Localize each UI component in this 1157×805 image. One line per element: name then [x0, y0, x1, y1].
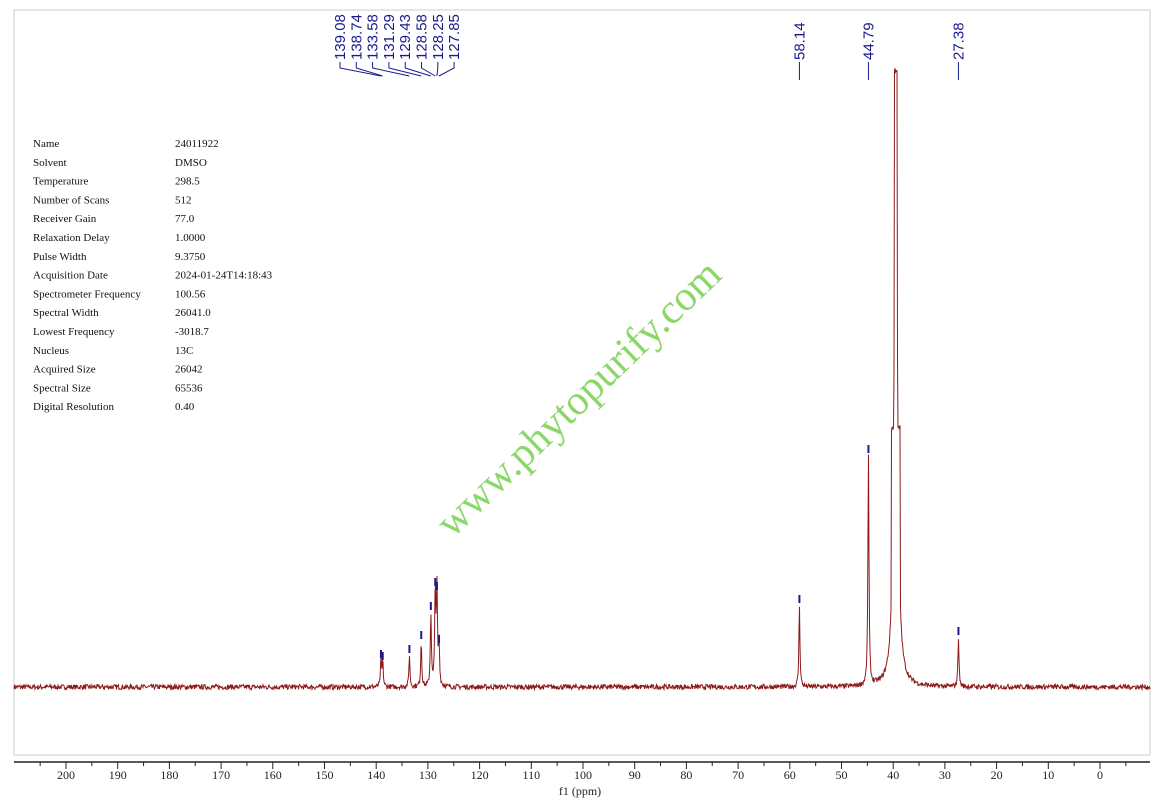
x-tick-label: 140 — [367, 768, 385, 782]
param-value: 65536 — [175, 382, 203, 394]
param-value: 100.56 — [175, 288, 206, 300]
param-name: Relaxation Delay — [33, 232, 110, 244]
label-connector — [372, 62, 410, 77]
x-tick-label: 180 — [160, 768, 178, 782]
x-tick-label: 90 — [629, 768, 641, 782]
param-value: -3018.7 — [175, 326, 209, 338]
param-name: Acquisition Date — [33, 270, 108, 282]
param-value: 2024-01-24T14:18:43 — [175, 270, 273, 282]
x-tick-label: 20 — [991, 768, 1003, 782]
x-tick-label: 130 — [419, 768, 437, 782]
param-value: 9.3750 — [175, 251, 206, 263]
param-name: Spectrometer Frequency — [33, 288, 141, 300]
peak-markers — [379, 445, 960, 660]
label-connector — [404, 62, 431, 77]
x-tick-label: 0 — [1097, 768, 1103, 782]
param-name: Number of Scans — [33, 194, 109, 206]
peak-label: 58.14 — [791, 22, 808, 60]
peak-label: 139.08 — [332, 14, 349, 60]
param-value: DMSO — [175, 157, 207, 169]
x-tick-label: 120 — [471, 768, 489, 782]
x-axis-label: f1 (ppm) — [559, 784, 601, 798]
spectrum-line — [13, 67, 1151, 692]
param-value: 13C — [175, 345, 193, 357]
x-tick-label: 170 — [212, 768, 230, 782]
param-name: Solvent — [33, 157, 67, 169]
x-tick-label: 50 — [836, 768, 848, 782]
x-tick-label: 60 — [784, 768, 796, 782]
x-axis: 200 190 180 170 160 150 140 130 120 110 100 90 80 70 6… — [14, 761, 1150, 782]
x-tick-label: 200 — [57, 768, 75, 782]
peak-label: 44.79 — [860, 22, 877, 60]
x-tick-label: 160 — [264, 768, 282, 782]
x-tick-label: 10 — [1042, 768, 1054, 782]
param-name: Acquired Size — [33, 364, 96, 376]
peak-label: 128.58 — [414, 14, 431, 60]
label-connector — [355, 62, 383, 77]
label-connector — [436, 62, 439, 77]
peak-label: 129.43 — [397, 14, 414, 60]
param-value: 298.5 — [175, 176, 200, 188]
param-name: Spectral Width — [33, 307, 99, 319]
param-name: Nucleus — [33, 345, 69, 357]
param-value: 77.0 — [175, 213, 195, 225]
label-connector — [388, 62, 422, 77]
peak-label: 131.29 — [381, 14, 398, 60]
param-value: 26042 — [175, 364, 203, 376]
param-value: 26041.0 — [175, 307, 211, 319]
x-tick-label: 40 — [887, 768, 899, 782]
param-name: Spectral Size — [33, 382, 91, 394]
x-tick-label: 80 — [680, 768, 692, 782]
label-connector — [339, 62, 382, 77]
peak-labels: 139.08 138.74 133.58 131.29 129.43 128.58 128.… — [332, 14, 967, 80]
x-tick-label: 70 — [732, 768, 744, 782]
param-value: 24011922 — [175, 138, 219, 150]
label-connector — [438, 62, 455, 77]
param-name: Temperature — [33, 176, 89, 188]
x-tick-label: 110 — [523, 768, 541, 782]
peak-label: 138.74 — [348, 14, 365, 60]
peak-label: 128.25 — [430, 14, 447, 60]
param-name: Name — [33, 138, 59, 150]
param-name: Lowest Frequency — [33, 326, 115, 338]
watermark: www.phytopurify.com — [427, 251, 730, 546]
param-value: 0.40 — [175, 401, 195, 413]
label-connector — [421, 62, 436, 77]
x-tick-label: 190 — [109, 768, 127, 782]
acquisition-parameters: Name 24011922 Solvent DMSO Temperature 298.5 N… — [33, 138, 273, 413]
peak-label: 133.58 — [365, 14, 382, 60]
x-tick-label: 100 — [574, 768, 592, 782]
param-name: Digital Resolution — [33, 401, 114, 413]
param-value: 512 — [175, 194, 192, 206]
param-value: 1.0000 — [175, 232, 206, 244]
x-tick-label: 30 — [939, 768, 951, 782]
peak-label: 27.38 — [950, 22, 967, 60]
param-name: Receiver Gain — [33, 213, 97, 225]
x-tick-label: 150 — [316, 768, 334, 782]
plot-frame — [13, 9, 1151, 756]
param-name: Pulse Width — [33, 251, 87, 263]
peak-label: 127.85 — [446, 14, 463, 60]
